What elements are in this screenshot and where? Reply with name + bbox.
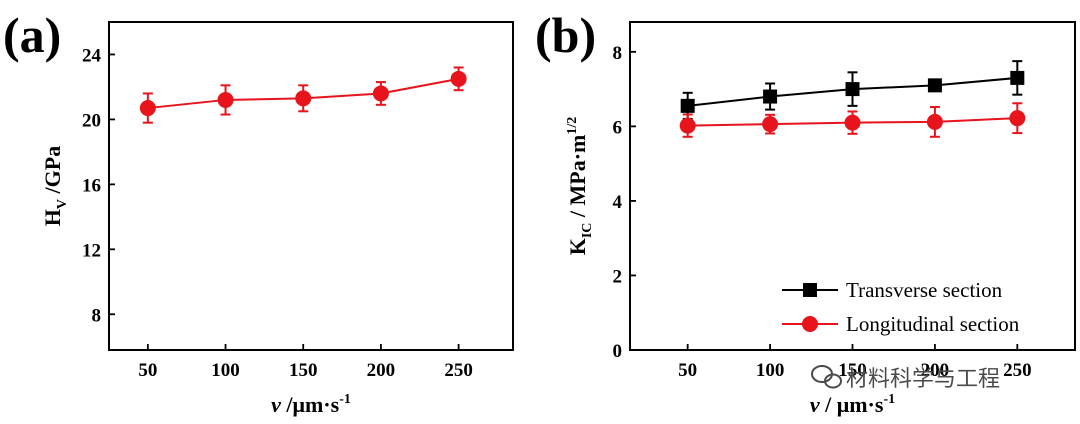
panel-label: (a) <box>3 7 61 63</box>
wechat-logo-icon <box>811 365 842 389</box>
y-tick-label: 2 <box>613 266 623 287</box>
series-transverse-section <box>680 60 1025 120</box>
legend-label: Transverse section <box>846 278 1003 302</box>
data-point-square <box>1010 70 1025 85</box>
legend-marker-circle <box>802 316 818 332</box>
data-point-circle <box>217 91 234 108</box>
x-tick-label: 150 <box>838 360 867 381</box>
data-point-square <box>845 82 860 97</box>
plot-frame <box>108 21 514 351</box>
chart-panel-a: (a) 50 100 150 200 250 8 12 16 20 24 v /μm·s-1 HV /G… <box>3 7 514 417</box>
y-tick-label: 4 <box>613 192 623 213</box>
data-point-square <box>763 89 778 104</box>
y-axis-title: HV /GPa <box>40 146 70 226</box>
data-point-square <box>927 78 942 93</box>
x-tick-label: 250 <box>444 360 473 381</box>
watermark-text: 材料科学与工程 <box>846 367 1000 392</box>
chart-panel-b: (b) 50 100 150 200 250 0 2 4 6 8 v / μm·s-1 KIC / MP… <box>535 7 1076 417</box>
data-point-square <box>680 98 695 113</box>
x-tick-label: 150 <box>289 360 318 381</box>
y-tick-label: 8 <box>613 43 623 64</box>
legend: Transverse section Longitudinal section <box>782 278 1020 336</box>
data-point-circle <box>450 70 467 87</box>
x-tick-label: 200 <box>367 360 396 381</box>
x-tick-label: 250 <box>1003 360 1032 381</box>
y-tick-label: 20 <box>82 110 101 131</box>
data-point-circle <box>1009 110 1026 127</box>
y-axis-title: KIC / MPa·m1/2 <box>565 117 595 256</box>
x-tick-label: 200 <box>921 360 950 381</box>
data-point-circle <box>372 85 389 102</box>
x-tick-label: 100 <box>211 360 240 381</box>
y-tick-label: 8 <box>92 305 102 326</box>
x-tick-label: 50 <box>678 360 697 381</box>
y-tick-label: 0 <box>613 341 623 362</box>
y-tick-label: 6 <box>613 117 623 138</box>
data-point-circle <box>295 90 312 107</box>
x-axis-title: v / μm·s-1 <box>810 392 895 417</box>
x-tick-label: 100 <box>756 360 785 381</box>
series-0 <box>139 66 467 124</box>
y-tick-label: 16 <box>82 175 101 196</box>
series-longitudinal-section <box>679 102 1026 138</box>
y-tick-label: 24 <box>82 45 102 66</box>
x-axis-title: v /μm·s-1 <box>271 392 351 417</box>
data-point-circle <box>762 116 779 133</box>
data-point-circle <box>844 114 861 131</box>
legend-label: Longitudinal section <box>846 312 1020 336</box>
legend-marker-square <box>803 283 817 297</box>
panel-label: (b) <box>535 7 596 63</box>
x-tick-label: 50 <box>138 360 157 381</box>
watermark: 材料科学与工程 <box>811 365 1000 392</box>
data-point-circle <box>926 113 943 130</box>
data-point-circle <box>139 100 156 117</box>
data-point-circle <box>679 117 696 134</box>
y-tick-label: 12 <box>82 240 101 261</box>
